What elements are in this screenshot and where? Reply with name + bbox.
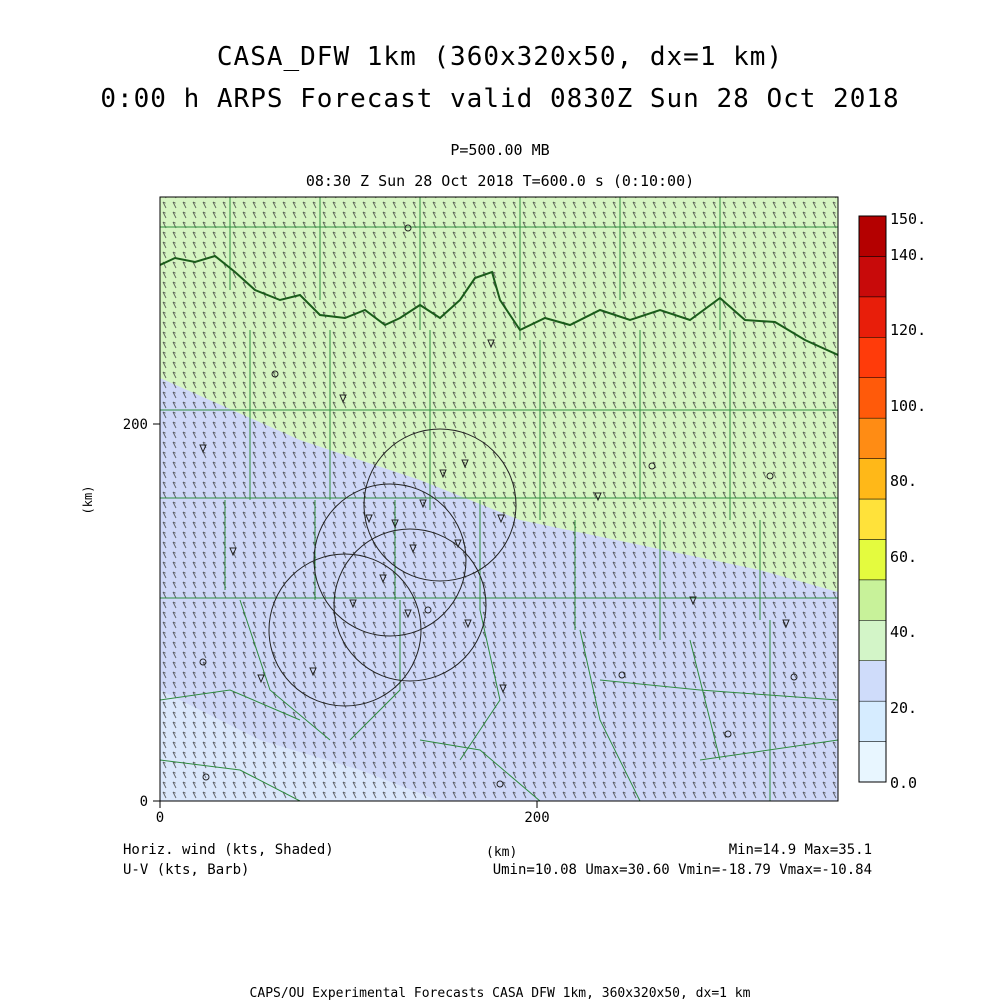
colorbar-segment xyxy=(858,539,887,581)
colorbar-segment xyxy=(858,215,887,257)
colorbar-segment xyxy=(858,620,887,661)
colorbar-label: 100. xyxy=(890,397,926,415)
x-tick-0: 0 xyxy=(156,810,164,826)
colorbar-label: 150. xyxy=(890,210,926,228)
station-markers xyxy=(199,224,798,788)
colorbar-segment xyxy=(858,337,887,378)
colorbar-segment xyxy=(858,417,887,459)
colorbar-segment xyxy=(858,256,887,298)
radar-rings xyxy=(268,428,517,707)
radar-ring xyxy=(313,483,467,637)
colorbar-segment xyxy=(858,458,887,500)
y-tick-0: 0 xyxy=(140,794,148,810)
radar-ring xyxy=(333,528,487,682)
colorbar-label: 0.0 xyxy=(890,774,917,792)
x-tick-200: 200 xyxy=(524,810,549,826)
colorbar-label: 20. xyxy=(890,699,917,717)
colorbar-segment xyxy=(858,579,887,621)
uv-range-label: Umin=10.08 Umax=30.60 Vmin=-18.79 Vmax=-… xyxy=(492,862,872,878)
colorbar: 0.0 20. 40. 60. 80. 100. 120. 140. 150. xyxy=(858,210,926,792)
colorbar-segment xyxy=(858,741,887,783)
colorbar-segment xyxy=(858,498,887,540)
colorbar-label: 60. xyxy=(890,548,917,566)
colorbar-label: 40. xyxy=(890,623,917,641)
colorbar-segment xyxy=(858,377,887,419)
colorbar-label: 80. xyxy=(890,472,917,490)
wind-shading xyxy=(160,197,838,801)
min-max-label: Min=14.9 Max=35.1 xyxy=(728,842,872,858)
barb-field-label: U-V (kts, Barb) xyxy=(123,862,250,878)
x-axis-label: (km) xyxy=(486,845,518,860)
red-river xyxy=(160,254,838,356)
credit-line: CAPS/OU Experimental Forecasts CASA DFW … xyxy=(249,986,751,1001)
radar-ring xyxy=(268,553,422,707)
colorbar-label: 120. xyxy=(890,321,926,339)
pressure-level: P=500.00 MB xyxy=(450,141,550,159)
colorbar-label: 140. xyxy=(890,246,926,264)
wind-barbs xyxy=(160,197,838,801)
y-axis-label: (km) xyxy=(81,486,95,515)
colorbar-segment xyxy=(858,660,887,702)
shaded-field-label: Horiz. wind (kts, Shaded) xyxy=(123,842,334,858)
colorbar-segment xyxy=(858,296,887,338)
plot-frame xyxy=(159,196,839,802)
colorbar-frame xyxy=(858,215,887,783)
radar-ring xyxy=(363,428,517,582)
time-line: 08:30 Z Sun 28 Oct 2018 T=600.0 s (0:10:… xyxy=(305,172,695,190)
forecast-title: 0:00 h ARPS Forecast valid 0830Z Sun 28 … xyxy=(100,84,900,114)
colorbar-segment xyxy=(858,700,887,742)
y-tick-200: 200 xyxy=(123,417,148,433)
main-title: CASA_DFW 1km (360x320x50, dx=1 km) xyxy=(216,42,784,72)
axis-ticks xyxy=(153,423,538,808)
